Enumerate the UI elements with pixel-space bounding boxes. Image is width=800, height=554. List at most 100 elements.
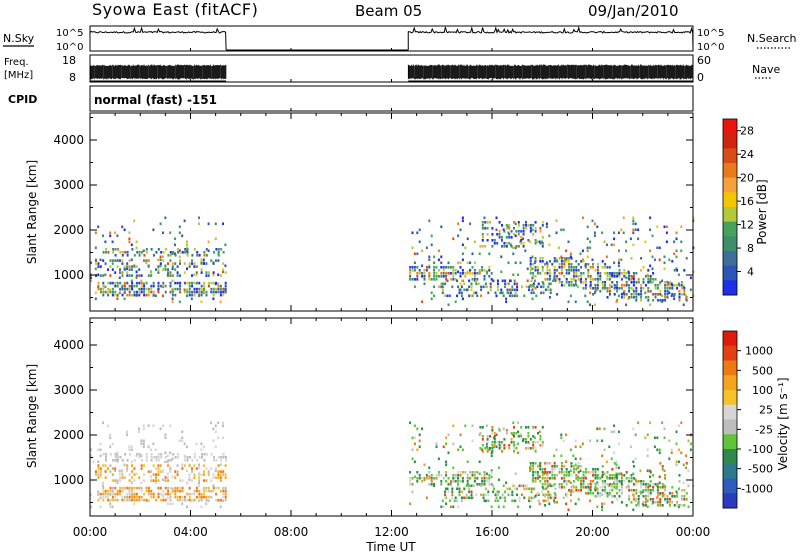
echo-cell (169, 470, 172, 473)
echo-cell (527, 426, 530, 429)
echo-cell (123, 476, 126, 479)
echo-cell (167, 486, 170, 490)
echo-cell (673, 495, 676, 498)
echo-cell (164, 433, 167, 437)
echo-cell (428, 475, 431, 479)
echo-cell (490, 278, 493, 281)
echo-cell (219, 473, 222, 476)
echo-cell (198, 290, 201, 294)
echo-cell (145, 453, 148, 456)
echo-cell (676, 504, 679, 507)
echo-cell (195, 489, 198, 493)
echo-cell (652, 299, 655, 302)
echo-cell (99, 505, 102, 509)
echo-cell (193, 476, 196, 479)
echo-cell (575, 468, 578, 471)
echo-cell (542, 499, 545, 503)
echo-cell (560, 272, 563, 275)
echo-cell (547, 285, 550, 289)
echo-cell (605, 475, 608, 479)
echo-cell (534, 480, 537, 483)
echo-cell (481, 266, 484, 269)
echo-cell (553, 278, 556, 281)
echo-cell (488, 474, 491, 477)
echo-cell (191, 259, 193, 262)
echo-cell (481, 435, 484, 438)
echo-cell (220, 456, 223, 459)
range-tick-label: 4000 (53, 338, 84, 352)
echo-cell (157, 459, 160, 462)
echo-cell (186, 290, 189, 294)
echo-cell (531, 276, 534, 280)
echo-cell (461, 480, 464, 483)
echo-cell (512, 484, 515, 488)
echo-cell (563, 486, 566, 489)
echo-cell (670, 294, 673, 298)
echo-cell (126, 262, 129, 265)
echo-cell (625, 272, 628, 275)
echo-cell (409, 278, 412, 281)
echo-cell (143, 284, 146, 288)
echo-cell (647, 287, 650, 290)
echo-cell (418, 228, 421, 232)
echo-cell (493, 438, 496, 441)
echo-cell (154, 481, 157, 485)
echo-cell (563, 263, 566, 266)
echo-cell (532, 272, 535, 275)
echo-cell (159, 264, 162, 268)
echo-cell (503, 230, 506, 233)
echo-cell (217, 259, 220, 262)
echo-cell (567, 508, 570, 512)
echo-cell (570, 278, 573, 281)
echo-cell (423, 269, 426, 272)
echo-cell (632, 216, 635, 220)
echo-cell (536, 285, 539, 289)
echo-cell (577, 489, 580, 492)
echo-cell (437, 285, 440, 289)
echo-cell (646, 469, 649, 473)
echo-cell (594, 471, 597, 474)
echo-cell (503, 444, 506, 447)
echo-cell (616, 287, 619, 290)
echo-cell (416, 278, 419, 281)
echo-cell (574, 279, 577, 283)
echo-cell (683, 504, 686, 507)
echo-cell (504, 490, 507, 494)
echo-cell (114, 486, 117, 490)
echo-cell (483, 477, 486, 480)
echo-cell (459, 480, 462, 483)
echo-cell (615, 466, 618, 470)
echo-cell (605, 460, 608, 464)
echo-cell (656, 287, 659, 290)
echo-cell (160, 456, 163, 459)
echo-cell (508, 242, 511, 245)
echo-cell (593, 222, 596, 226)
echo-cell (568, 281, 571, 284)
echo-cell (534, 275, 537, 278)
echo-cell (530, 285, 533, 289)
echo-cell (186, 445, 188, 449)
echo-cell (658, 475, 661, 479)
echo-cell (565, 460, 568, 464)
echo-cell (647, 489, 650, 492)
echo-cell (572, 465, 575, 468)
echo-cell (423, 275, 426, 278)
echo-cell (142, 439, 145, 443)
echo-cell (525, 487, 528, 491)
echo-cell (215, 498, 218, 502)
echo-cell (565, 260, 568, 263)
echo-cell (205, 271, 208, 274)
echo-cell (198, 293, 201, 297)
echo-cell (174, 237, 176, 241)
echo-cell (517, 273, 520, 277)
echo-cell (416, 266, 419, 269)
echo-cell (616, 290, 619, 293)
echo-cell (565, 471, 568, 474)
echo-cell (625, 276, 628, 280)
echo-cell (119, 251, 122, 254)
echo-cell (205, 254, 208, 257)
echo-cell (155, 498, 158, 502)
echo-cell (150, 448, 152, 452)
echo-cell (457, 505, 460, 509)
echo-cell (457, 234, 460, 238)
